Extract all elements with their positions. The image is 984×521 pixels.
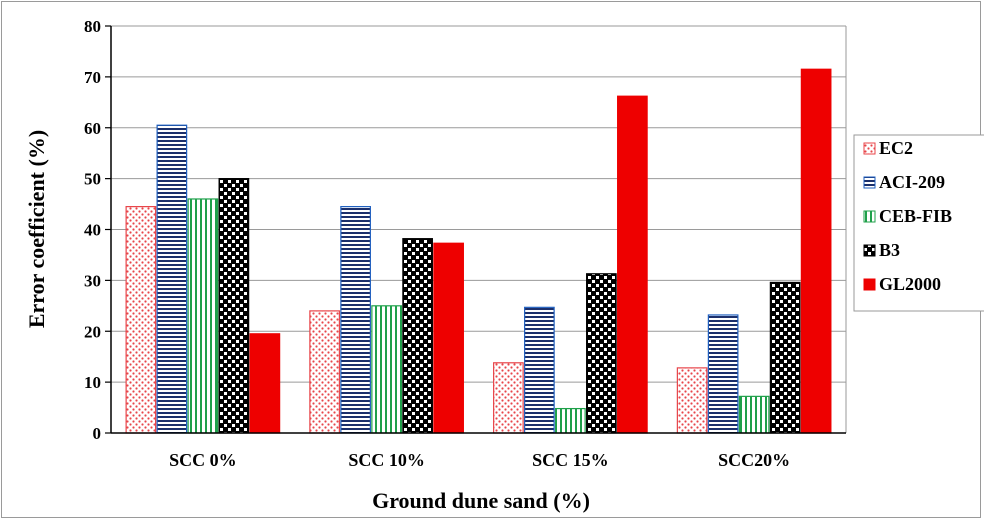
bar-b3-2	[402, 238, 433, 434]
legend-label: GL2000	[879, 274, 941, 294]
legend: EC2 ACI-209 CEB-FIB B3 GL2000	[853, 134, 984, 312]
bar-ceb-fib-4	[738, 395, 770, 434]
bar-b3-1	[218, 178, 250, 434]
bar-aci-209-1	[156, 124, 188, 434]
bar-b3-3	[586, 273, 617, 434]
x-category-label: SCC 0%	[169, 450, 237, 470]
legend-label: ACI-209	[879, 172, 945, 192]
legend-swatch	[863, 244, 876, 257]
bars-group	[125, 68, 832, 434]
y-tick-label: 30	[84, 271, 101, 290]
y-tick-label: 60	[84, 119, 101, 138]
y-axis-title: Error coefficient (%)	[24, 130, 49, 328]
legend-swatch	[863, 210, 876, 223]
x-category-label: SCC 15%	[532, 450, 609, 470]
bar-ec2-3	[493, 362, 524, 434]
y-tick-label: 0	[93, 424, 102, 443]
y-tick-label: 50	[84, 170, 101, 189]
legend-label: B3	[879, 240, 900, 260]
legend-swatch	[863, 278, 876, 291]
bar-ceb-fib-3	[555, 407, 586, 434]
legend-label: CEB-FIB	[879, 206, 952, 226]
bar-b3-4	[769, 281, 801, 434]
legend-box	[853, 134, 984, 312]
legend-swatch	[863, 176, 876, 189]
bar-ceb-fib-1	[187, 198, 219, 434]
x-category-label: SCC20%	[718, 450, 790, 470]
x-category-label: SCC 10%	[348, 450, 425, 470]
bar-ceb-fib-2	[371, 305, 402, 434]
y-tick-label: 80	[84, 17, 101, 36]
bar-aci-209-3	[524, 306, 555, 434]
bar-ec2-4	[676, 367, 708, 434]
y-tick-label: 20	[84, 322, 101, 341]
x-category-labels: SCC 0% SCC 10% SCC 15% SCC20%	[169, 450, 790, 470]
bar-gl2000-1	[249, 333, 281, 434]
y-tick-label: 70	[84, 68, 101, 87]
bar-ec2-2	[309, 310, 340, 434]
bar-aci-209-4	[707, 314, 739, 434]
x-axis-title: Ground dune sand (%)	[372, 488, 590, 513]
bar-gl2000-4	[800, 68, 832, 434]
y-tick-label: 40	[84, 221, 101, 240]
legend-label: EC2	[879, 138, 913, 158]
y-tick-labels: 0 10 20 30 40 50 60 70 80	[84, 17, 111, 443]
bar-gl2000-2	[433, 242, 464, 434]
legend-swatch	[863, 142, 876, 155]
bar-ec2-1	[125, 206, 157, 434]
bar-aci-209-2	[340, 206, 371, 434]
y-tick-label: 10	[84, 373, 101, 392]
bar-gl2000-3	[617, 95, 648, 434]
